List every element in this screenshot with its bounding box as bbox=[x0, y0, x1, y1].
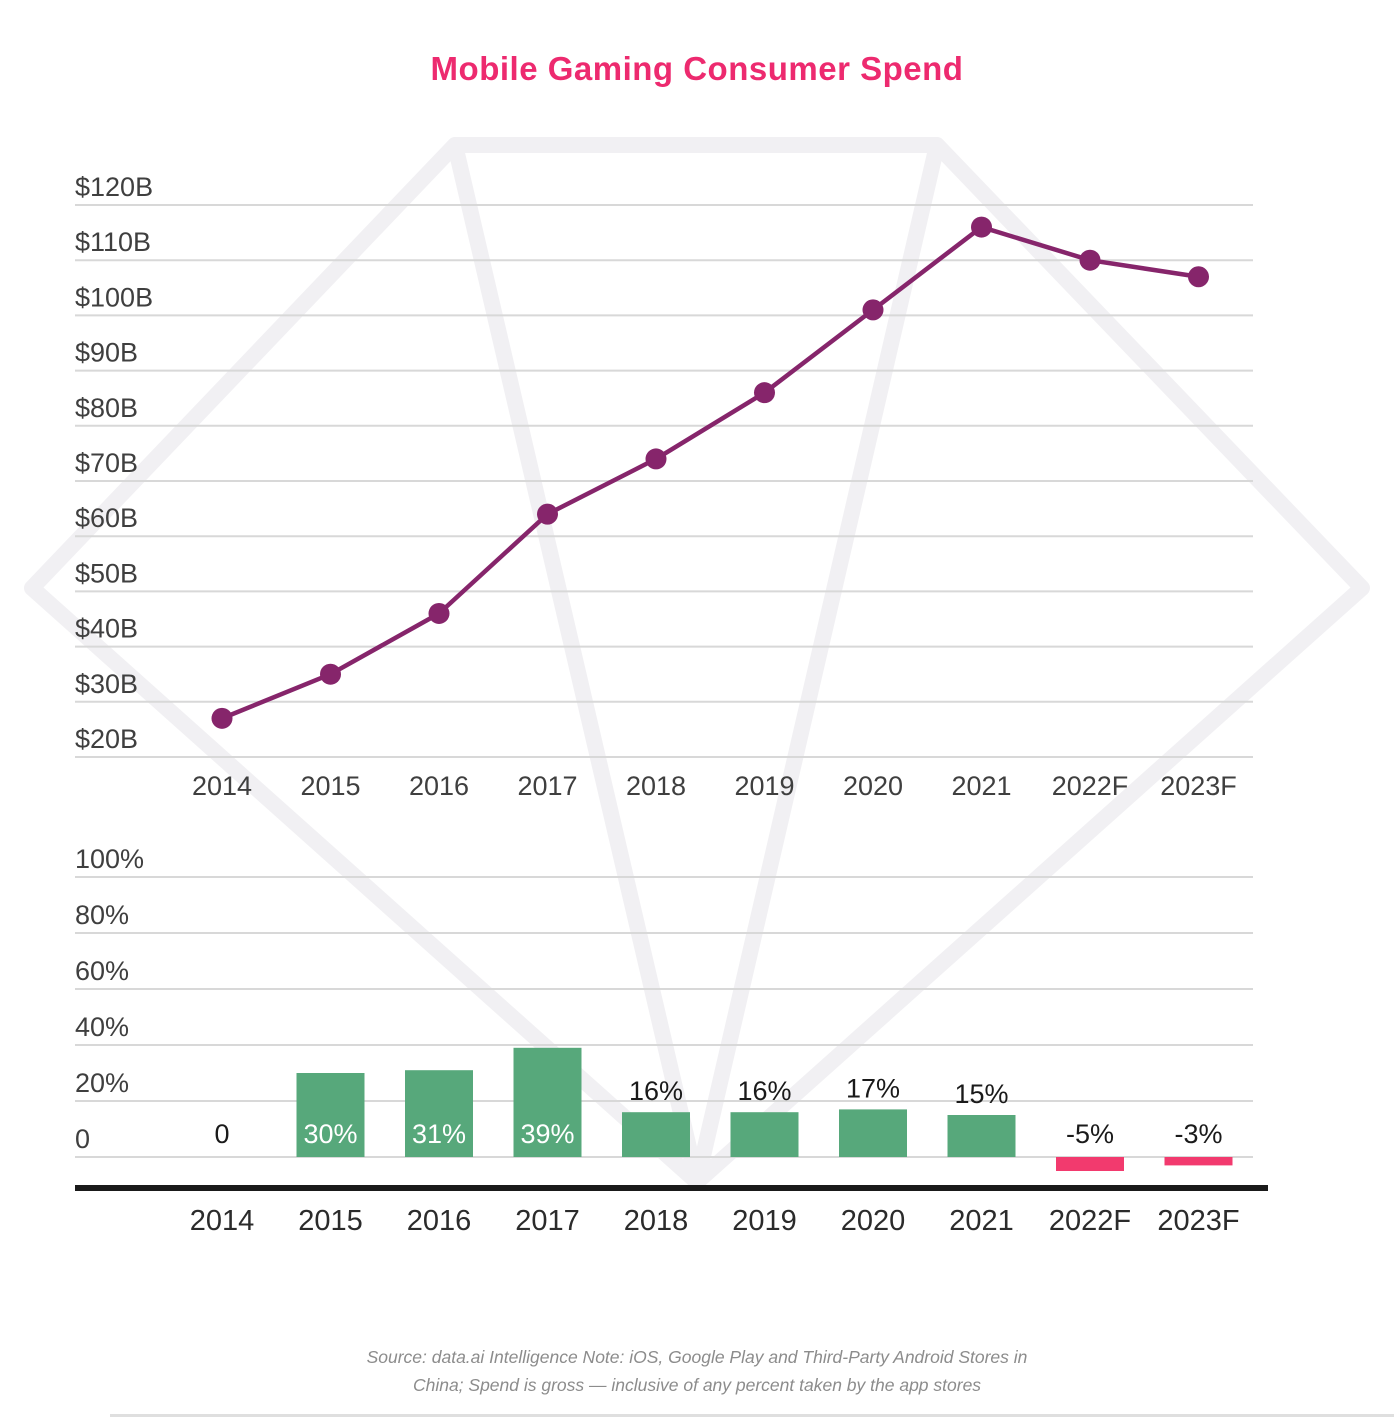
x-axis-year-label: 2022F bbox=[1049, 1205, 1131, 1237]
growth-bar-positive bbox=[622, 1112, 690, 1157]
bar-value-label: 31% bbox=[412, 1119, 466, 1149]
growth-bar-positive bbox=[730, 1112, 799, 1157]
source-note: Source: data.ai Intelligence Note: iOS, … bbox=[0, 1343, 1394, 1399]
spend-data-point bbox=[1188, 266, 1209, 288]
bottom-divider bbox=[110, 1414, 1394, 1417]
y-axis-tick-label: 0 bbox=[75, 1124, 90, 1154]
y-axis-tick-label: $40B bbox=[75, 614, 138, 644]
x-axis-year-label: 2023F bbox=[1160, 771, 1237, 801]
y-axis-tick-label: $70B bbox=[75, 448, 138, 478]
x-axis-year-label: 2014 bbox=[192, 771, 252, 801]
growth-bar-positive bbox=[296, 1073, 365, 1157]
y-axis-tick-label: $100B bbox=[75, 282, 153, 312]
spend-data-point bbox=[1079, 249, 1101, 271]
growth-bar-positive bbox=[839, 1109, 907, 1157]
spend-data-point bbox=[645, 448, 667, 470]
bar-value-label: -5% bbox=[1066, 1119, 1114, 1149]
growth-bar-positive bbox=[947, 1115, 1016, 1157]
spend-data-point bbox=[428, 602, 450, 624]
growth-bar-positive bbox=[405, 1070, 473, 1157]
y-axis-tick-label: $30B bbox=[75, 669, 138, 699]
y-axis-tick-label: $80B bbox=[75, 393, 138, 423]
x-axis-year-label: 2021 bbox=[951, 771, 1011, 801]
watermark-gem-icon bbox=[24, 137, 1370, 1190]
y-axis-tick-label: $90B bbox=[75, 338, 138, 368]
y-axis-tick-label: 80% bbox=[75, 900, 129, 930]
x-axis-year-label: 2019 bbox=[734, 771, 794, 801]
y-axis-tick-label: 60% bbox=[75, 956, 129, 986]
y-axis-tick-label: 40% bbox=[75, 1012, 129, 1042]
bar-value-label: 30% bbox=[303, 1119, 357, 1149]
growth-bar-negative bbox=[1164, 1157, 1233, 1166]
y-axis-tick-label: $50B bbox=[75, 558, 138, 588]
y-axis-tick-label: 100% bbox=[75, 844, 144, 874]
bar-value-label: 17% bbox=[846, 1073, 900, 1103]
bar-value-label: -3% bbox=[1174, 1119, 1222, 1149]
x-axis-year-label: 2015 bbox=[300, 771, 360, 801]
x-axis-year-label: 2014 bbox=[190, 1205, 255, 1237]
bar-value-label: 15% bbox=[954, 1079, 1008, 1109]
bar-value-label: 16% bbox=[629, 1076, 683, 1106]
bar-value-label: 16% bbox=[737, 1076, 791, 1106]
x-axis-year-label: 2015 bbox=[298, 1205, 363, 1237]
y-axis-tick-label: 20% bbox=[75, 1068, 129, 1098]
source-note-line-2: China; Spend is gross — inclusive of any… bbox=[412, 1375, 982, 1395]
x-axis-year-label: 2017 bbox=[517, 771, 577, 801]
x-axis-year-label: 2020 bbox=[841, 1205, 906, 1237]
x-axis-year-label: 2016 bbox=[407, 1205, 472, 1237]
spend-data-point bbox=[971, 216, 992, 238]
y-axis-tick-label: $20B bbox=[75, 724, 138, 754]
x-axis-year-label: 2018 bbox=[626, 771, 686, 801]
growth-bar-negative bbox=[1056, 1157, 1124, 1171]
spend-data-point bbox=[320, 663, 341, 685]
bar-value-label: 0 bbox=[214, 1119, 229, 1149]
spend-line bbox=[221, 224, 1199, 721]
x-axis-year-label: 2020 bbox=[843, 771, 903, 801]
source-note-line-1: Source: data.ai Intelligence Note: iOS, … bbox=[366, 1347, 1028, 1367]
bar-value-label: 39% bbox=[520, 1119, 574, 1149]
page-title: Mobile Gaming Consumer Spend bbox=[430, 50, 964, 87]
y-axis-tick-label: $110B bbox=[75, 227, 151, 257]
x-axis-year-label: 2023F bbox=[1157, 1205, 1239, 1237]
x-axis-year-label: 2021 bbox=[949, 1205, 1014, 1237]
spend-data-point bbox=[862, 299, 884, 321]
x-axis-year-label: 2016 bbox=[409, 771, 469, 801]
x-axis-year-label: 2022F bbox=[1052, 771, 1129, 801]
x-axis-year-label: 2017 bbox=[515, 1205, 580, 1237]
spend-data-point bbox=[211, 707, 233, 729]
spend-data-point bbox=[537, 503, 558, 525]
growth-bar-positive bbox=[513, 1047, 582, 1157]
y-axis-tick-label: $60B bbox=[75, 503, 138, 533]
x-axis-year-label: 2018 bbox=[624, 1205, 689, 1237]
spend-data-point bbox=[754, 382, 775, 404]
x-axis-baseline bbox=[75, 1185, 1268, 1191]
x-axis-year-label: 2019 bbox=[732, 1205, 797, 1237]
y-axis-tick-label: $120B bbox=[75, 172, 153, 202]
